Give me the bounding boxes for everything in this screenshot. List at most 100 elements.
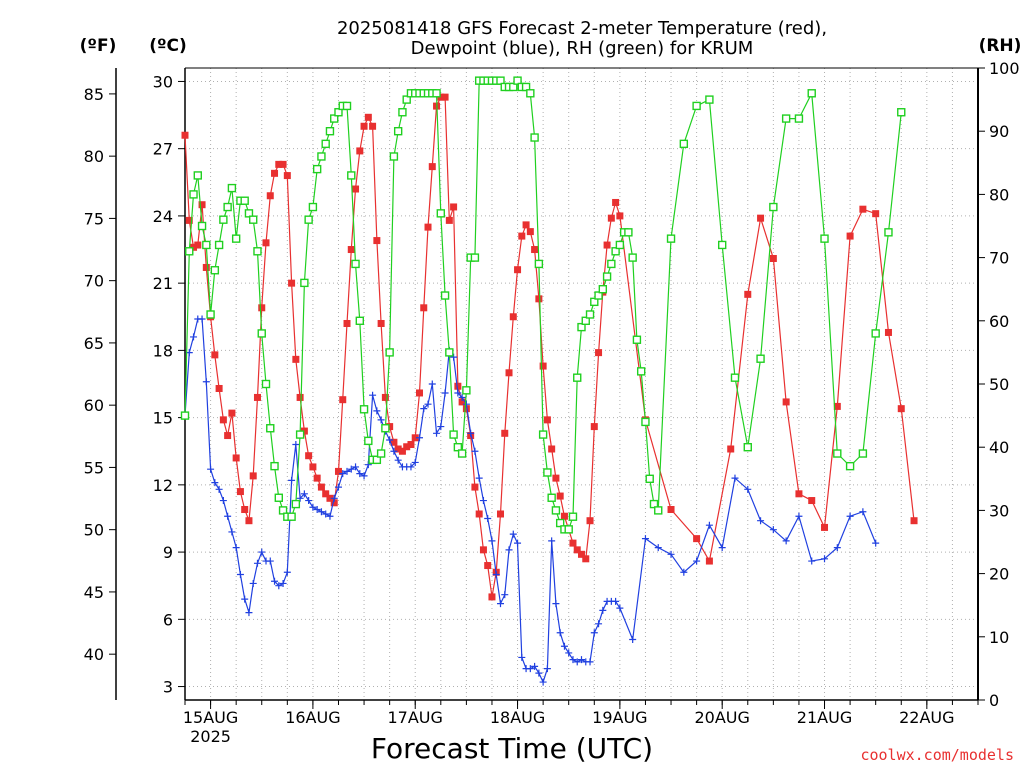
data-point xyxy=(612,597,620,605)
data-point xyxy=(360,472,368,480)
data-point xyxy=(385,348,394,357)
data-point xyxy=(547,493,556,502)
data-point xyxy=(249,215,258,224)
data-point xyxy=(705,557,713,565)
data-point xyxy=(595,620,603,628)
data-point xyxy=(330,494,338,502)
y-tick-label-rh: 80 xyxy=(989,185,1009,204)
data-point xyxy=(241,506,249,514)
y-tick-label-rh: 20 xyxy=(989,565,1009,584)
data-point xyxy=(872,539,880,547)
x-tick-label: 15AUG xyxy=(183,708,238,727)
data-point xyxy=(781,114,791,123)
y-tick-label-celsius: 6 xyxy=(163,610,173,629)
y-tick-label-fahrenheit: 45 xyxy=(84,583,104,602)
data-point xyxy=(641,417,650,427)
data-point xyxy=(458,393,466,401)
data-point xyxy=(744,290,752,298)
x-tick-label: 21AUG xyxy=(797,708,852,727)
data-point xyxy=(207,465,215,473)
data-point xyxy=(479,546,487,554)
y-tick-label-fahrenheit: 60 xyxy=(84,396,104,415)
data-point xyxy=(279,160,287,168)
data-point xyxy=(317,152,326,161)
y-tick-label-celsius: 27 xyxy=(153,140,173,159)
data-point xyxy=(654,506,663,515)
data-point xyxy=(440,291,450,300)
data-point xyxy=(398,108,407,117)
data-point xyxy=(692,101,701,111)
data-point xyxy=(198,201,206,209)
data-point xyxy=(462,400,470,408)
x-tick-label: 20AUG xyxy=(694,708,749,727)
data-point xyxy=(846,232,854,240)
data-point xyxy=(718,544,726,552)
y-tick-label-celsius: 12 xyxy=(153,476,173,495)
data-point xyxy=(253,247,262,256)
data-point xyxy=(454,382,462,390)
data-point xyxy=(453,443,463,452)
data-point xyxy=(757,214,765,222)
data-point xyxy=(266,424,275,433)
data-point xyxy=(560,512,568,520)
data-point xyxy=(351,259,360,269)
data-point xyxy=(398,447,406,455)
data-point xyxy=(185,216,193,224)
data-point xyxy=(616,604,624,612)
data-point xyxy=(496,510,504,518)
data-point xyxy=(564,525,573,534)
data-point xyxy=(300,490,308,498)
data-point xyxy=(373,407,381,415)
x-axis-label: Forecast Time (UTC) xyxy=(371,732,653,765)
data-point xyxy=(616,212,624,220)
data-point xyxy=(202,263,210,271)
data-point xyxy=(573,658,581,666)
data-point xyxy=(552,474,560,482)
data-point xyxy=(680,568,688,576)
data-point xyxy=(381,424,390,433)
data-point xyxy=(271,577,279,585)
data-point xyxy=(632,335,642,344)
data-point xyxy=(198,315,206,323)
data-point xyxy=(534,259,544,269)
y-tick-label-rh: 70 xyxy=(989,249,1009,268)
data-point xyxy=(295,430,305,439)
data-point xyxy=(808,497,816,505)
data-point xyxy=(607,214,615,222)
data-point xyxy=(334,467,342,475)
data-point xyxy=(300,427,308,435)
data-point xyxy=(181,131,189,139)
data-point xyxy=(215,384,223,392)
data-point xyxy=(326,512,334,520)
y-tick-label-rh: 30 xyxy=(989,501,1009,520)
data-point xyxy=(249,472,257,480)
data-point xyxy=(667,550,675,558)
data-point xyxy=(390,447,398,455)
data-point xyxy=(420,304,428,312)
data-point xyxy=(244,209,254,218)
data-point xyxy=(821,555,829,563)
data-point xyxy=(449,430,458,439)
series-line xyxy=(184,96,915,598)
data-point xyxy=(240,196,249,205)
data-point xyxy=(261,379,271,389)
unit-label-rh: (RH) xyxy=(979,36,1022,56)
data-point xyxy=(458,398,466,406)
data-point xyxy=(769,254,777,262)
data-point xyxy=(897,108,906,117)
data-point xyxy=(441,93,449,101)
data-point xyxy=(393,126,403,136)
data-point xyxy=(300,278,309,288)
data-point xyxy=(884,228,893,237)
x-tick-label: 19AUG xyxy=(592,708,647,727)
data-point xyxy=(266,192,274,200)
data-point xyxy=(309,463,317,471)
data-point xyxy=(433,429,441,437)
data-point xyxy=(514,266,522,274)
data-point xyxy=(214,240,224,250)
data-point xyxy=(407,463,415,471)
data-point xyxy=(334,108,343,117)
data-point xyxy=(228,528,236,536)
y-tick-label-fahrenheit: 75 xyxy=(84,209,104,228)
data-point xyxy=(394,456,402,464)
